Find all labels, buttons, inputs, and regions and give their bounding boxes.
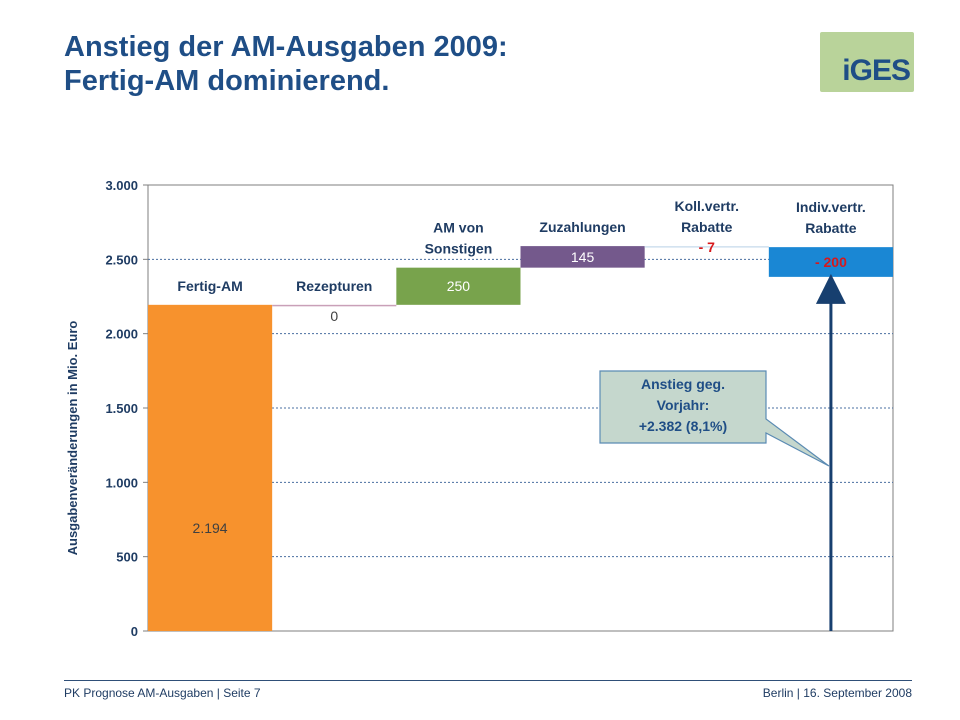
bar: [520, 246, 645, 268]
callout-text: Vorjahr:: [657, 397, 710, 413]
category-label: Zuzahlungen: [539, 219, 625, 235]
value-label: 2.194: [193, 520, 228, 536]
category-label: Rezepturen: [296, 278, 372, 294]
value-labels: 2.194 0 250 145 - 7 - 200: [193, 239, 848, 536]
callout-text: +2.382 (8,1%): [639, 418, 727, 434]
value-label: - 200: [815, 254, 847, 270]
y-tick-label: 0: [131, 624, 138, 639]
category-label: Fertig-AM: [177, 278, 242, 294]
category-label: Rabatte: [681, 219, 733, 235]
value-label: 250: [447, 278, 471, 294]
iges-logo: iGES: [820, 32, 914, 92]
callout-box: [599, 370, 830, 467]
y-tick-label: 1.000: [105, 475, 138, 490]
category-label: Rabatte: [805, 220, 857, 236]
waterfall-chart: 0 500 1.000 1.500 2.000 2.500 3.000 Ausgabenve…: [65, 178, 894, 639]
y-tick-label: 2.000: [105, 327, 138, 342]
title-line-1: Anstieg der AM-Ausgaben 2009:: [64, 31, 508, 63]
y-axis: 0 500 1.000 1.500 2.000 2.500 3.000: [105, 178, 148, 639]
annotation: Anstieg geg. Vorjahr: +2.382 (8,1%): [599, 273, 846, 631]
page-title: Anstieg der AM-Ausgaben 2009: Fertig-AM …: [64, 30, 508, 98]
y-axis-label: Ausgabenveränderungen in Mio. Euro: [65, 321, 80, 556]
value-label: 145: [571, 249, 595, 265]
value-label: 0: [330, 308, 338, 324]
y-tick-label: 3.000: [105, 178, 138, 193]
value-label: - 7: [699, 239, 716, 255]
footer-right: Berlin | 16. September 2008: [762, 686, 912, 700]
category-label: Sonstigen: [425, 241, 493, 257]
footer-divider: [64, 680, 912, 681]
callout-text: Anstieg geg.: [641, 376, 725, 392]
category-label: Koll.vertr.: [674, 198, 739, 214]
category-label: AM von: [433, 220, 484, 236]
bar: [148, 304, 273, 631]
y-tick-label: 1.500: [105, 401, 138, 416]
bar: [768, 247, 893, 277]
y-tick-label: 500: [116, 550, 138, 565]
footer-left: PK Prognose AM-Ausgaben | Seite 7: [64, 686, 261, 700]
bar: [272, 304, 397, 307]
bars: [148, 246, 893, 631]
logo-text: iGES: [842, 54, 911, 87]
title-line-2: Fertig-AM dominierend.: [64, 65, 390, 97]
category-labels: Fertig-AM Rezepturen AM von Sonstigen Zuzahl…: [177, 198, 865, 294]
bar: [396, 267, 521, 305]
y-tick-label: 2.500: [105, 252, 138, 267]
bar: [644, 246, 769, 248]
category-label: Indiv.vertr.: [796, 199, 866, 215]
